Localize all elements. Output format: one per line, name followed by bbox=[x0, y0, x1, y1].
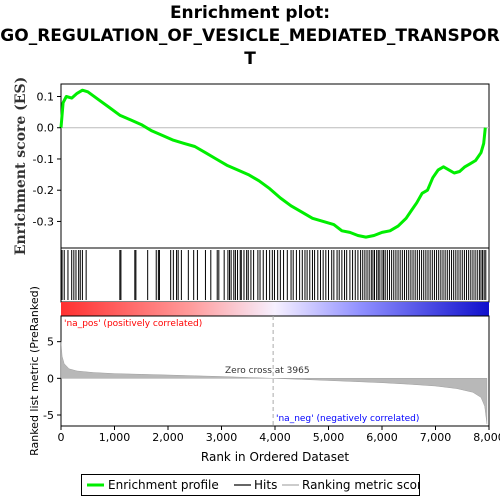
x-tick-label: 6,000 bbox=[366, 431, 398, 444]
metric-area bbox=[60, 341, 488, 424]
title-line-3: T bbox=[244, 49, 256, 69]
es-panel bbox=[60, 83, 490, 249]
x-tick-label: 8,000 bbox=[473, 431, 500, 444]
es-y-tick-label: 0.0 bbox=[37, 122, 55, 135]
legend-hits-label: Hits bbox=[254, 478, 277, 492]
x-ticks: 0 1,000 2,000 3,000 4,000 5,000 6,000 7,000 8,00… bbox=[58, 426, 500, 444]
zero-cross-label: Zero cross at 3965 bbox=[225, 366, 310, 376]
title-line-1: Enrichment plot: bbox=[169, 3, 331, 23]
x-tick-label: 3,000 bbox=[206, 431, 238, 444]
title-line-2: GO_REGULATION_OF_VESICLE_MEDIATED_TRANSP… bbox=[0, 26, 500, 46]
metric-y-tick-label: 5 bbox=[47, 336, 54, 349]
x-tick-label: 5,000 bbox=[313, 431, 345, 444]
pos-label: 'na_pos' (positively correlated) bbox=[64, 319, 202, 329]
metric-panel bbox=[60, 315, 490, 427]
es-profile-line bbox=[59, 88, 487, 239]
legend-es-label: Enrichment profile bbox=[108, 478, 219, 492]
metric-y-ticks: 5 0 -5 bbox=[43, 336, 61, 422]
rank-color-bar bbox=[61, 302, 489, 316]
hits-panel bbox=[60, 247, 490, 303]
x-tick-label: 7,000 bbox=[420, 431, 452, 444]
metric-y-tick-label: 0 bbox=[47, 372, 54, 385]
es-ylabel: Enrichment score (ES) bbox=[13, 77, 29, 255]
x-tick-label: 0 bbox=[58, 431, 65, 444]
es-y-tick-label: -0.2 bbox=[33, 184, 54, 197]
x-tick-label: 1,000 bbox=[99, 431, 131, 444]
x-tick-label: 4,000 bbox=[259, 431, 291, 444]
metric-ylabel: Ranked list metric (PreRanked) bbox=[28, 286, 41, 456]
es-y-ticks: 0.1 0.0 -0.1 -0.2 -0.3 bbox=[33, 90, 61, 228]
chart-title: Enrichment plot: GO_REGULATION_OF_VESICL… bbox=[0, 2, 500, 71]
x-axis-label: Rank in Ordered Dataset bbox=[201, 450, 349, 464]
metric-y-tick-label: -5 bbox=[43, 409, 54, 422]
x-tick-label: 2,000 bbox=[152, 431, 184, 444]
legend-metric-label: Ranking metric scores bbox=[302, 478, 419, 492]
neg-label: 'na_neg' (negatively correlated) bbox=[276, 414, 419, 424]
es-y-tick-label: -0.1 bbox=[33, 153, 54, 166]
hit-marks bbox=[61, 250, 487, 300]
es-y-tick-label: 0.1 bbox=[37, 90, 55, 103]
es-y-tick-label: -0.3 bbox=[33, 215, 54, 228]
legend: Enrichment profile Hits Ranking metric s… bbox=[81, 474, 420, 496]
